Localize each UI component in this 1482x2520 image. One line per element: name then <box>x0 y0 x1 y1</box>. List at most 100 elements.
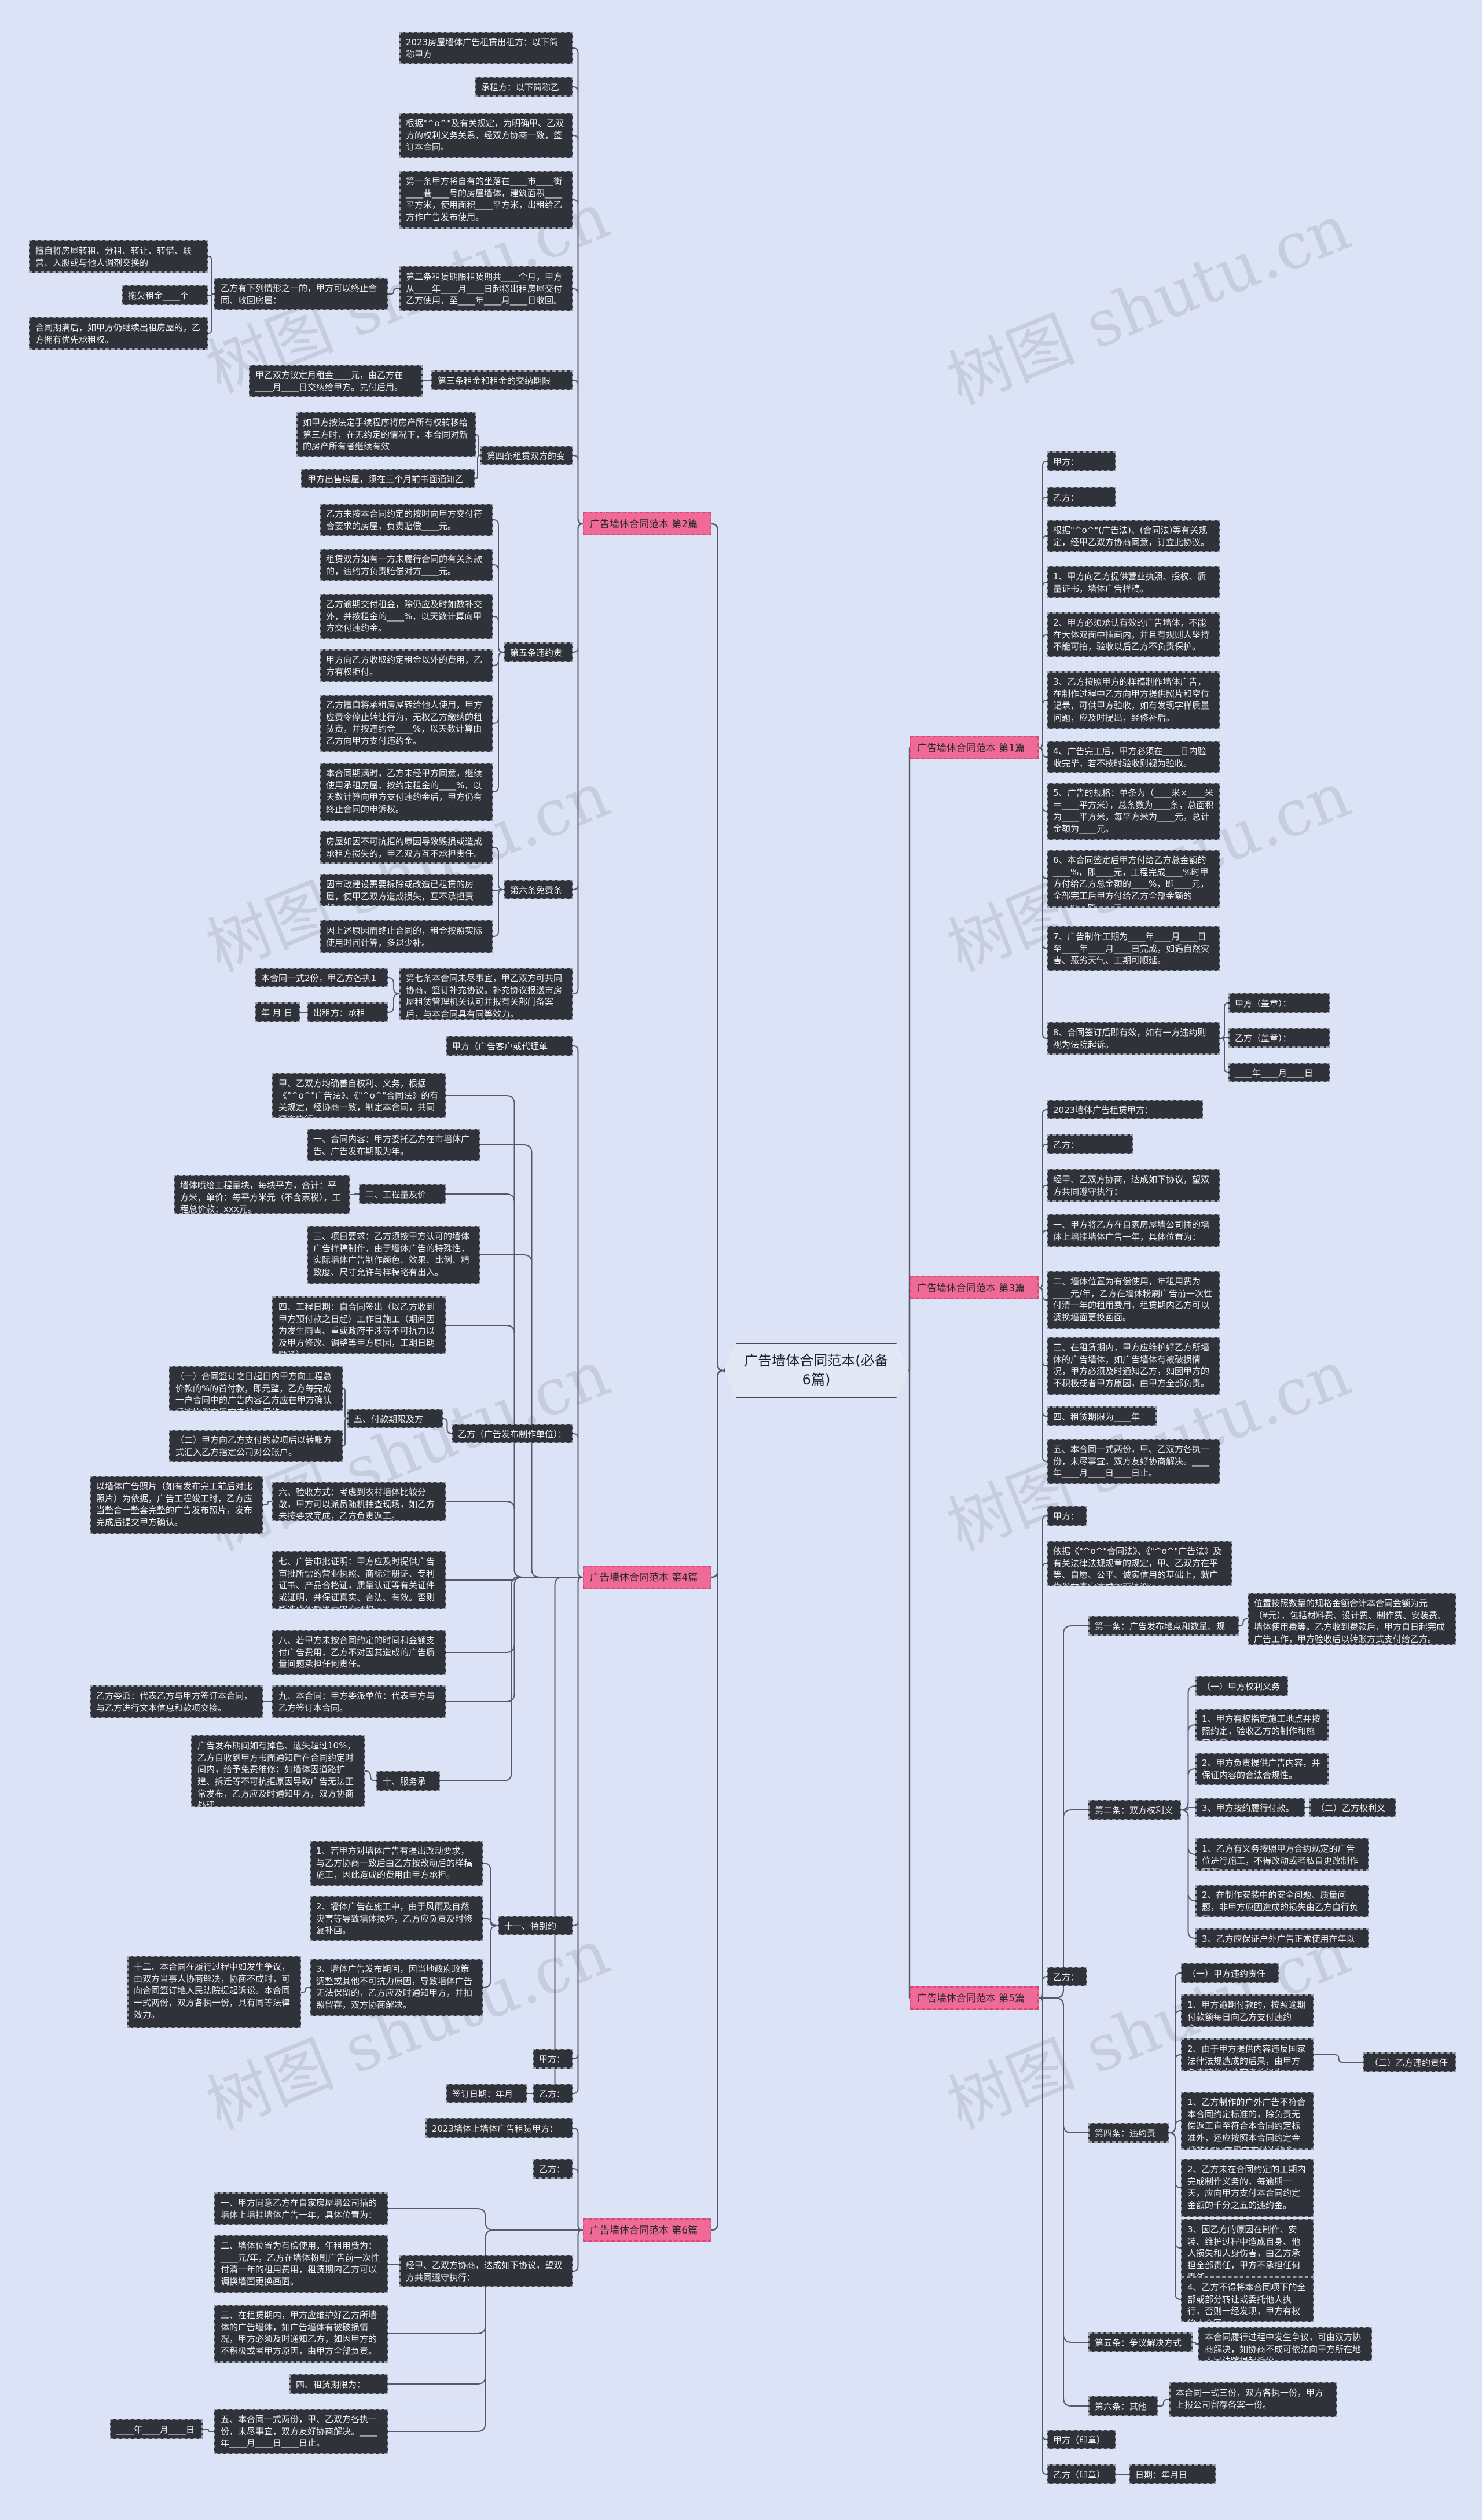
section-node-s5[interactable]: 广告墙体合同范本 第5篇 <box>910 1986 1039 2010</box>
leaf-node-s5-f3[interactable]: 2、由于甲方提供内容违反国家法律法规造成的后果，由甲方负责赔偿由此带来的损失。 <box>1181 2038 1314 2071</box>
leaf-node-s4-g[interactable]: 乙方（广告发布制作单位）： <box>452 1424 573 1443</box>
leaf-node-s4-g0[interactable]: 五、付款期限及方式： <box>347 1409 443 1428</box>
leaf-node-s2-g1[interactable]: 如甲方按法定手续程序将房产所有权转移给第三方时，在无约定的情况下，本合同对新的房… <box>296 412 476 457</box>
leaf-node-s5-a[interactable]: 甲方： <box>1047 1506 1087 1526</box>
leaf-node-s5-d5[interactable]: （二）乙方权利义务 <box>1309 1798 1396 1817</box>
leaf-node-s4-l[interactable]: 十、服务承诺： <box>376 1771 440 1791</box>
leaf-node-s2-d[interactable]: 第一条甲方将自有的坐落在____市____街____巷____号的房屋墙体，建筑… <box>399 171 573 229</box>
leaf-node-s1-i[interactable]: 6、本合同签定后甲方付给乙方总金额的____%，即____元，工程完成____%… <box>1047 850 1220 908</box>
leaf-node-s3-f[interactable]: 三、在租赁期内，甲方应维护好乙方所墙体的广告墙体，如广告墙体有被破损情况，甲方必… <box>1047 1337 1220 1395</box>
leaf-node-s2-f[interactable]: 第三条租金和租金的交纳期限 <box>431 370 573 390</box>
leaf-node-s2-h4[interactable]: 甲方向乙方收取约定租金以外的费用，乙方有权拒付。 <box>320 649 493 682</box>
leaf-node-s2-h5[interactable]: 乙方擅自将承租房屋转给他人使用，甲方应责令停止转让行为，无权乙方缴纳的租赁费，并… <box>320 695 493 752</box>
leaf-node-s2-a[interactable]: 2023房屋墙体广告租赁出租方：以下简称甲方 <box>399 32 573 64</box>
leaf-node-s2-k1[interactable]: 年 月 日 <box>255 1002 300 1022</box>
leaf-node-s5-j[interactable]: 乙方（印章） <box>1047 2464 1116 2484</box>
leaf-node-s1-f[interactable]: 3、乙方按照甲方的样稿制作墙体广告，在制作过程中乙方向甲方提供照片和空位记录，可… <box>1047 671 1220 729</box>
leaf-node-s2-c[interactable]: 根据"^o^"及有关规定，为明确甲、乙双方的权利义务关系，经双方协商一致，签订本… <box>399 113 573 158</box>
leaf-node-s4-k[interactable]: 九、本合同：甲方委派单位：代表甲方与乙方签订本合同。 <box>272 1685 446 1718</box>
leaf-node-s4-l1[interactable]: 广告发布期间如有掉色、遗失超过10%，乙方自收到甲方书面通知后在合同约定时间内，… <box>191 1735 365 1807</box>
leaf-node-s1-c[interactable]: 根据"^o^"(广告法)、(合同法)等有关规定，经甲乙双方协商同意，订立此协议。 <box>1047 520 1220 552</box>
leaf-node-s4-b[interactable]: 甲、乙双方均确善自权利、义务，根据《"^o^"广告法》、《"^o^"合同法》的有… <box>272 1073 446 1118</box>
leaf-node-s6-d[interactable]: 一、甲方同意乙方在自家房屋墙公司插的墙体上墙挂墙体广告一年，具体位置为：____… <box>214 2192 388 2225</box>
leaf-node-s2-e0[interactable]: 乙方有下列情形之一的，甲方可以终止合同、收回房屋： <box>214 278 388 310</box>
leaf-node-s5-d2[interactable]: 1、甲方有权指定施工地点并按照约定，验收乙方的制作和施工质量。 <box>1195 1709 1329 1741</box>
leaf-node-s4-i[interactable]: 七、广告审批证明：甲方应及时提供广告审批所需的营业执照、商标注册证、专利证书、产… <box>272 1551 446 1609</box>
leaf-node-s4-g2[interactable]: （二）甲方向乙方支付的款项后以转账方式汇入乙方指定公司对公账户。 <box>169 1430 343 1462</box>
leaf-node-s6-b[interactable]: 乙方： <box>533 2159 573 2179</box>
leaf-node-s2-i2[interactable]: 因市政建设需要拆除或改造已租赁的房屋，使甲乙双方造成损失，互不承担责任。 <box>320 874 493 906</box>
leaf-node-s1-b[interactable]: 乙方：________ <box>1047 487 1116 507</box>
leaf-node-s3-g[interactable]: 四、租赁期限为____年____月。 <box>1047 1406 1157 1426</box>
leaf-node-s5-f[interactable]: 第四条：违约责任 <box>1088 2123 1169 2143</box>
leaf-node-s5-f1[interactable]: （一）甲方违约责任 <box>1181 1963 1279 1983</box>
leaf-node-s6-f[interactable]: 三、在租赁期内，甲方应维护好乙方所墙体的广告墙体，如广告墙体有被破损情况，甲方必… <box>214 2305 388 2363</box>
section-node-s1[interactable]: 广告墙体合同范本 第1篇 <box>910 736 1039 759</box>
leaf-node-s3-b[interactable]: 乙方：____________ <box>1047 1134 1133 1154</box>
leaf-node-s5-d4[interactable]: 3、甲方按约履行付款。 <box>1195 1798 1305 1817</box>
leaf-node-s6-e[interactable]: 二、墙体位置为有偿使用，年租用费为：____元/年，乙方在墙体粉刷广告前一次性付… <box>214 2235 388 2293</box>
leaf-node-s2-h6[interactable]: 本合同期满时，乙方未经甲方同意，继续使用承租房屋，按约定租金的____%，以天数… <box>320 763 493 821</box>
section-node-s2[interactable]: 广告墙体合同范本 第2篇 <box>583 512 711 535</box>
leaf-node-s2-e[interactable]: 第二条租赁期限租赁期共____个月，甲方从____年____月____日起将出租… <box>399 266 573 311</box>
leaf-node-s5-f5[interactable]: 1、乙方制作的户外广告不符合本合同约定标准的，除负责无偿返工直至符合本合同约定标… <box>1181 2092 1314 2150</box>
leaf-node-s5-e[interactable]: 乙方： <box>1047 1967 1087 1986</box>
leaf-node-s2-e2[interactable]: 拖欠租金____个月。 <box>122 285 208 305</box>
leaf-node-s3-a[interactable]: 2023墙体广告租赁甲方：____________ <box>1047 1100 1203 1119</box>
leaf-node-s5-c[interactable]: 第一条：广告发布地点和数量、规格、金额 <box>1088 1616 1239 1636</box>
leaf-node-s4-e[interactable]: 三、项目要求：乙方须按甲方认可的墙体广告样稿制作，由于墙体广告的特殊性，实际墙体… <box>307 1226 480 1284</box>
leaf-node-s1-l[interactable]: 甲方（盖章）：________ <box>1228 993 1330 1013</box>
leaf-node-s5-g[interactable]: 第五条：争议解决方式 <box>1088 2332 1193 2352</box>
leaf-node-s5-d7[interactable]: 2、在制作安装中的安全问题、质量问题，非甲方原因造成的损失由乙方自行负责。 <box>1195 1885 1369 1917</box>
leaf-node-s4-a[interactable]: 甲方（广告客户或代理单位）： <box>446 1036 573 1056</box>
leaf-node-s3-e[interactable]: 二、墙体位置为有偿使用，年租用费为____元/年，乙方在墙体粉刷广告前一次性付清… <box>1047 1271 1220 1329</box>
leaf-node-s2-i[interactable]: 第六条免责条件 <box>504 880 573 899</box>
leaf-node-s4-c[interactable]: 一、合同内容：甲方委托乙方在市墙体广告、广告发布期限为年。 <box>307 1129 480 1161</box>
leaf-node-s5-f7[interactable]: 3、因乙方的原因在制作、安装、维护过程中造成自身、他人损失和人身伤害，由乙方承担… <box>1181 2219 1314 2277</box>
section-node-s6[interactable]: 广告墙体合同范本 第6篇 <box>583 2218 711 2242</box>
leaf-node-s1-g[interactable]: 4、广告完工后，甲方必须在____日内验收完毕，若不按时验收则视为验收。 <box>1047 741 1220 773</box>
leaf-node-s2-h1[interactable]: 乙方未按本合同约定的按时向甲方交付符合要求的房屋，负责赔偿____元。 <box>320 504 493 536</box>
leaf-node-s4-m[interactable]: 十一、特别约定： <box>498 1916 573 1935</box>
leaf-node-s5-d[interactable]: 第二条：双方权利义务 <box>1088 1800 1181 1820</box>
leaf-node-s1-e[interactable]: 2、甲方必须承认有效的广告墙体，不能在大体双面中插画内，并且有规则人坚持不能可拍… <box>1047 612 1220 657</box>
leaf-node-s1-h[interactable]: 5、广告的规格：单条为（____米×____米＝____平方米），总条数为___… <box>1047 783 1220 840</box>
leaf-node-s3-d[interactable]: 一、甲方将乙方在自家房屋墙公司插的墙体上墙挂墙体广告一年，具体位置为：_____… <box>1047 1214 1220 1247</box>
leaf-node-s5-c1[interactable]: 位置按照数量的规格金额合计本合同金额为元（¥元），包括材料费、设计费、制作费、安… <box>1248 1593 1456 1645</box>
leaf-node-s5-k[interactable]: 日期：年月日 <box>1129 2464 1216 2484</box>
leaf-node-s1-j[interactable]: 7、广告制作工期为____年____月____日至____年____月____日… <box>1047 926 1220 971</box>
leaf-node-s2-g[interactable]: 第四条租赁双方的变更 <box>480 446 573 465</box>
leaf-node-s1-a[interactable]: 甲方：________ <box>1047 451 1116 471</box>
leaf-node-s5-f8[interactable]: 4、乙方不得将本合同项下的全部或部分转让或委托他人执行，否则一经发现，甲方有权终… <box>1181 2277 1314 2322</box>
leaf-node-s5-h1[interactable]: 本合同一式三份，双方各执一份，甲方上报公司留存备案一份。 <box>1169 2382 1337 2417</box>
leaf-node-s1-d[interactable]: 1、甲方向乙方提供营业执照、授权、质量证书，墙体广告样稿。 <box>1047 566 1220 598</box>
leaf-node-s4-g1[interactable]: （一）合同签订之日起日内甲方向工程总价款的%的首付款，即元整，乙方每完成一户合同… <box>169 1366 343 1411</box>
leaf-node-s5-f6[interactable]: 2、乙方未在合同约定的工期内完成制作义务的，每逾期一天，应向甲方支付本合同约定金… <box>1181 2159 1314 2217</box>
leaf-node-s6-a[interactable]: 2023墙体上墙体广告租赁甲方： <box>425 2118 573 2138</box>
section-node-s3[interactable]: 广告墙体合同范本 第3篇 <box>910 1276 1039 1299</box>
leaf-node-s2-h3[interactable]: 乙方逾期交付租金，除仍应及时如数补交外，并按租金的____%，以天数计算向甲方交… <box>320 594 493 639</box>
leaf-node-s4-d[interactable]: 二、工程量及价款： <box>359 1184 446 1204</box>
leaf-node-s4-h0[interactable]: 以墙体广告照片（如有发布完工前后对比照片）为依据，广告工程竣工时，乙方应当整合一… <box>90 1476 263 1534</box>
leaf-node-s4-f[interactable]: 四、工程日期：自合同签出（以乙方收到甲方预付款之日起）工作日施工（期间因为发生雨… <box>272 1296 446 1354</box>
central-topic[interactable]: 广告墙体合同范本(必备6篇) <box>724 1343 909 1398</box>
leaf-node-s2-e1[interactable]: 擅自将房屋转租、分租、转让、转借、联营、入股或与他人调剂交换的 <box>29 240 208 273</box>
leaf-node-s2-i1[interactable]: 房屋如因不可抗拒的原因导致毁损或造成承租方损失的，甲乙双方互不承担责任。 <box>320 831 493 864</box>
leaf-node-s2-f1[interactable]: 甲乙双方议定月租金____元，由乙方在____月____日交纳给甲方。先付后用。 <box>249 365 423 397</box>
leaf-node-s6-c[interactable]: 经甲、乙双方协商，达成如下协议，望双方共同遵守执行： <box>399 2255 573 2287</box>
leaf-node-s4-o[interactable]: 签订日期：年月日 <box>446 2084 527 2103</box>
leaf-node-s4-k1[interactable]: 乙方委派：代表乙方与甲方签订本合同，与乙方进行文本信息和款项交接。 <box>90 1685 263 1718</box>
leaf-node-s1-m[interactable]: 乙方（盖章）：________ <box>1228 1028 1330 1048</box>
leaf-node-s2-k[interactable]: 出租方：承租方： <box>307 1002 388 1022</box>
leaf-node-s2-e3[interactable]: 合同期满后，如甲方仍继续出租房屋的，乙方拥有优先承租权。 <box>29 317 208 350</box>
leaf-node-s5-d8[interactable]: 3、乙方应保证户外广告正常使用在年以上。 <box>1195 1928 1369 1948</box>
leaf-node-s4-m2[interactable]: 2、墙体广告在施工中，由于风雨及自然灾害等导致墙体损坏，乙方应负责及时修复补画。 <box>310 1896 483 1941</box>
leaf-node-s2-j1[interactable]: 本合同一式2份，甲乙方各执1份。 <box>255 968 388 987</box>
leaf-node-s5-b[interactable]: 依据《"^o^"合同法》、《"^o^"广告法》及有关法律法规规章的规定，甲、乙双… <box>1047 1541 1232 1586</box>
leaf-node-s4-n[interactable]: 甲方： <box>533 2049 573 2069</box>
leaf-node-s2-j[interactable]: 第七条本合同未尽事宜，甲乙双方可共同协商，签订补充协议。补充协议报送市房屋租赁管… <box>399 968 573 1020</box>
leaf-node-s5-i[interactable]: 甲方（印章） <box>1047 2430 1116 2449</box>
leaf-node-s4-h[interactable]: 六、验收方式：考虑到农村墙体比较分散，甲方可以派员随机抽查现场，如乙方未按要求完… <box>272 1482 446 1521</box>
leaf-node-s5-f4[interactable]: （二）乙方违约责任 <box>1363 2052 1456 2072</box>
leaf-node-s6-h[interactable]: 五、本合同一式两份，甲、乙双方各执一份，未尽事宜，双方友好协商解决。____年_… <box>214 2409 388 2454</box>
